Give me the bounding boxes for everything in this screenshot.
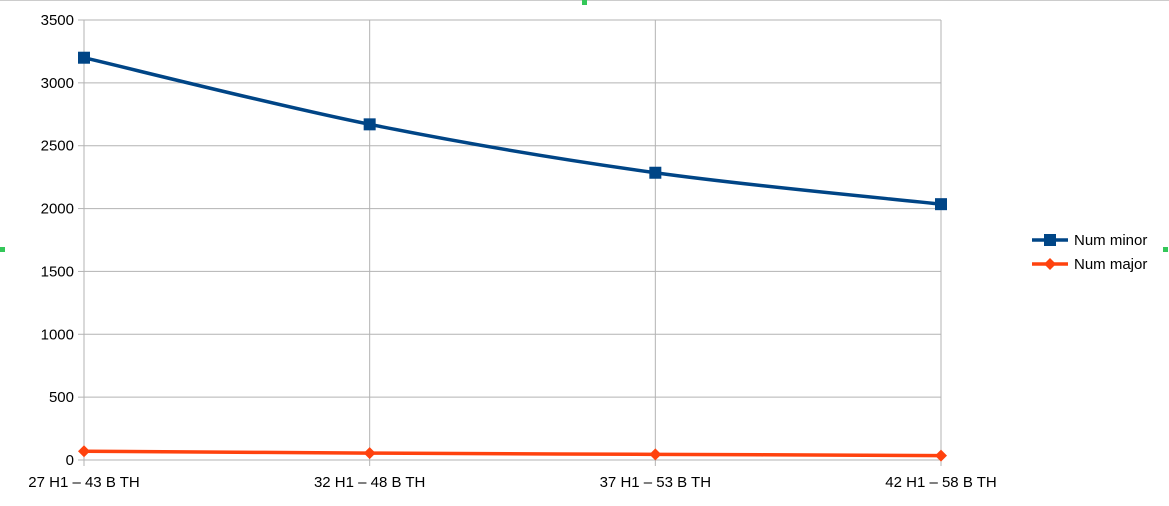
data-point-num-major xyxy=(935,449,947,462)
x-tick-label: 32 H1 – 48 B TH xyxy=(314,474,425,491)
y-tick-label: 2500 xyxy=(41,138,74,155)
data-point-num-major xyxy=(363,447,376,460)
data-point-num-major xyxy=(649,448,662,461)
y-tick-label: 3000 xyxy=(41,75,74,92)
legend-marker-num-minor xyxy=(1044,234,1056,246)
legend-label-num-major: Num major xyxy=(1074,256,1147,273)
x-tick-label: 27 H1 – 43 B TH xyxy=(28,474,139,491)
selection-handle xyxy=(1163,247,1168,252)
data-point-num-minor xyxy=(649,166,662,179)
legend-marker-num-major xyxy=(1044,258,1056,270)
selection-handle xyxy=(0,247,5,252)
data-point-num-minor xyxy=(363,118,376,131)
y-tick-label: 500 xyxy=(49,389,74,406)
x-tick-label: 37 H1 – 53 B TH xyxy=(600,474,711,491)
data-point-num-major xyxy=(78,445,90,458)
y-tick-label: 1000 xyxy=(41,326,74,343)
y-tick-label: 1500 xyxy=(41,263,74,280)
y-tick-label: 3500 xyxy=(41,12,74,29)
y-tick-label: 2000 xyxy=(41,201,74,218)
data-point-num-minor xyxy=(935,198,947,211)
x-tick-label: 42 H1 – 58 B TH xyxy=(885,474,996,491)
y-tick-label: 0 xyxy=(66,452,74,469)
legend-label-num-minor: Num minor xyxy=(1074,232,1147,249)
series-line-num-minor xyxy=(82,55,943,206)
selection-handle xyxy=(582,0,587,5)
series-line-num-major xyxy=(82,449,943,458)
data-point-num-minor xyxy=(78,51,90,64)
